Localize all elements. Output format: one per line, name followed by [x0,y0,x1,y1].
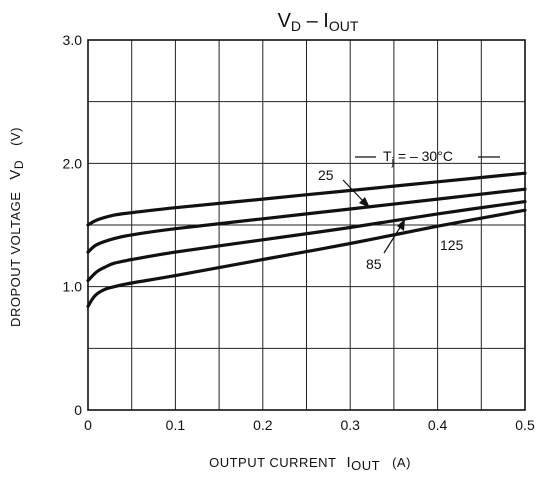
x-tick-label: 0.4 [428,417,448,433]
y-tick-label: 0 [74,402,82,418]
arrow-85-head [397,219,405,231]
tj-symbol: T [383,148,392,164]
x-tick-label: 0 [84,417,92,433]
annotation-tj: Tj = – 30°C [383,148,453,168]
series-line-tj-minus30 [86,171,527,227]
series-line-tj-125 [86,208,527,308]
chart-title: VD – IOUT [278,10,359,34]
y-tick-label: 3.0 [63,32,83,48]
title-separator: – [301,10,323,32]
arrow-85-line [383,225,402,254]
tj-subscript: j [391,156,394,168]
y-axis-subscript: D [12,160,26,169]
arrow-25-head [359,197,370,208]
plot-frame [87,39,526,411]
title-iout-subscript: OUT [329,18,359,34]
y-axis-label: DROPOUT VOLTAGE [8,192,23,327]
x-axis-title: OUTPUT CURRENT IOUT (A) [209,454,411,473]
series-line-tj-25 [86,187,527,254]
x-tick-label: 0.3 [340,417,360,433]
y-axis-unit: (V) [8,127,23,146]
x-tick-label: 0.2 [253,417,273,433]
plot-area: 0 0.1 0.2 0.3 0.4 0.5 0 1.0 2.0 3.0 [63,32,535,433]
series-line-tj-85 [86,200,527,283]
annotation-125: 125 [440,237,464,253]
x-tick-label: 0.5 [515,417,535,433]
x-axis-symbol: I [346,454,351,471]
curves [86,171,527,308]
title-iout-symbol: I [323,10,329,32]
annotations: Tj = – 30°C 25 85 125 [318,148,500,272]
x-tick-label: 0.1 [166,417,186,433]
annotation-85: 85 [366,256,382,272]
tick-labels: 0 0.1 0.2 0.3 0.4 0.5 0 1.0 2.0 3.0 [63,32,535,433]
y-axis-title: DROPOUT VOLTAGE VD (V) [7,127,26,327]
grid [88,40,525,410]
annotation-25: 25 [318,167,334,183]
y-tick-label: 2.0 [63,155,83,171]
tj-value: = – 30°C [394,148,453,164]
y-tick-label: 1.0 [63,279,83,295]
x-axis-unit: (A) [392,455,411,470]
x-axis-label: OUTPUT CURRENT [209,455,336,470]
title-vd-subscript: D [291,18,301,34]
arrow-25-line [342,179,365,203]
title-vd-symbol: V [278,10,292,32]
y-axis-symbol: V [7,169,24,180]
x-axis-subscript: OUT [351,458,380,473]
